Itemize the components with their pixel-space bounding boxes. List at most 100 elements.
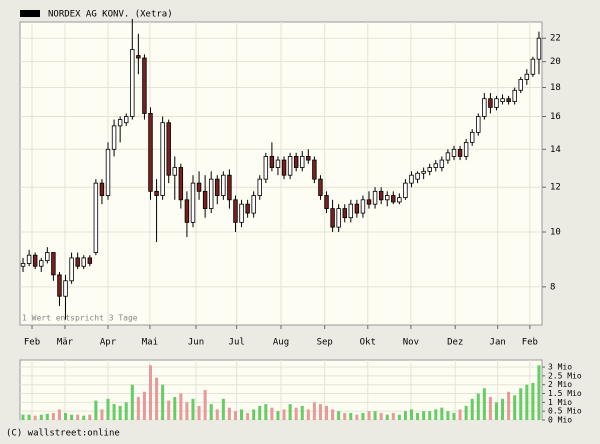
- volume-bar: [64, 412, 68, 420]
- y-tick-label: 12: [550, 183, 561, 193]
- candle-body: [530, 58, 536, 75]
- y-tick-label: 2.5 Mio: [548, 371, 582, 380]
- y-tick-label: 16: [550, 112, 561, 122]
- candle-body: [366, 199, 372, 205]
- volume-bar: [373, 411, 377, 420]
- y-tick-label: 1 Mio: [548, 398, 572, 407]
- x-tick-label: Jun: [188, 338, 204, 348]
- candle-body: [251, 195, 256, 214]
- y-tick-label: 22: [550, 34, 561, 44]
- candle-body: [342, 208, 347, 219]
- volume-bar: [416, 412, 420, 420]
- volume-bar: [470, 398, 474, 420]
- candle-body: [239, 203, 244, 223]
- volume-bar: [464, 405, 468, 420]
- candle-body: [45, 252, 50, 262]
- volume-bar: [155, 377, 159, 420]
- candle-body: [482, 98, 487, 117]
- volume-bar: [233, 411, 237, 420]
- volume-bar: [318, 404, 322, 420]
- x-tick-label: Feb: [522, 338, 538, 348]
- volume-bar: [337, 411, 341, 420]
- candle-body: [445, 152, 451, 161]
- candle-body: [172, 167, 178, 176]
- y-tick-label: 1.5 Mio: [548, 389, 582, 398]
- candle-body: [51, 252, 56, 276]
- volume-bar: [258, 405, 262, 420]
- legend-swatch: [20, 10, 40, 17]
- volume-bar: [270, 407, 274, 420]
- candle-body: [32, 254, 38, 267]
- candle-body: [318, 178, 323, 196]
- candle-body: [75, 257, 80, 267]
- volume-bar: [130, 384, 134, 420]
- x-tick-label: Sep: [317, 338, 333, 348]
- candle-body: [348, 203, 354, 219]
- volume-bar: [209, 404, 213, 420]
- x-tick-label: Mai: [142, 338, 158, 348]
- x-tick-label: Okt: [360, 338, 376, 348]
- volume-bar: [343, 412, 347, 420]
- candle-body: [330, 208, 335, 228]
- candle-body: [536, 37, 542, 60]
- volume-bar: [76, 414, 80, 420]
- candle-body: [469, 131, 475, 143]
- volume-bar: [142, 391, 146, 420]
- volume-bar: [349, 412, 353, 420]
- candle-body: [397, 197, 402, 203]
- candle-body: [245, 203, 250, 214]
- candle-body: [384, 195, 390, 201]
- volume-bar: [100, 409, 104, 420]
- volume-bar: [221, 398, 225, 420]
- candle-body: [215, 178, 220, 196]
- candle-body: [111, 125, 117, 150]
- candle-body: [257, 178, 262, 196]
- volume-bar: [476, 393, 480, 420]
- candle-body: [20, 263, 26, 267]
- volume-bar: [434, 409, 438, 420]
- source: (C) wallstreet:online: [6, 429, 120, 439]
- volume-bar: [197, 405, 201, 420]
- volume-bar: [276, 411, 280, 420]
- volume-bar: [300, 405, 304, 420]
- volume-bar: [82, 415, 86, 420]
- volume-bar: [513, 395, 517, 420]
- candle-body: [142, 57, 147, 114]
- candle-body: [227, 174, 232, 201]
- candle-body: [372, 190, 378, 205]
- volume-bar: [21, 414, 25, 420]
- candle-body: [208, 178, 214, 209]
- candle-body: [518, 79, 523, 91]
- volume-bar: [112, 404, 116, 420]
- volume-bar: [240, 409, 244, 420]
- candle-body: [506, 98, 511, 102]
- candle-body: [39, 260, 44, 267]
- volume-bar: [525, 384, 529, 420]
- x-tick-label: Nov: [403, 338, 419, 348]
- volume-bar: [185, 402, 189, 420]
- candle-body: [190, 182, 196, 223]
- volume-bar: [94, 400, 98, 420]
- candle-body: [81, 257, 86, 267]
- volume-bar: [306, 409, 310, 420]
- volume-bar: [264, 404, 268, 420]
- volume-bar: [397, 414, 401, 420]
- candle-body: [184, 199, 190, 223]
- candle-body: [275, 159, 281, 168]
- candle-body: [160, 122, 165, 196]
- volume-bar: [294, 407, 298, 420]
- x-tick-label: Apr: [100, 338, 117, 348]
- volume-bar: [482, 388, 486, 420]
- x-tick-label: Dez: [447, 338, 463, 348]
- volume-bar: [385, 414, 389, 420]
- y-tick-label: 2 Mio: [548, 380, 572, 389]
- volume-bar: [282, 409, 286, 420]
- x-tick-label: Jul: [229, 338, 245, 348]
- candle-body: [69, 257, 74, 282]
- volume-bar: [403, 411, 407, 420]
- volume-bar: [33, 415, 37, 420]
- candle-body: [488, 98, 493, 108]
- candle-body: [354, 203, 360, 214]
- x-tick-label: Mär: [57, 338, 74, 348]
